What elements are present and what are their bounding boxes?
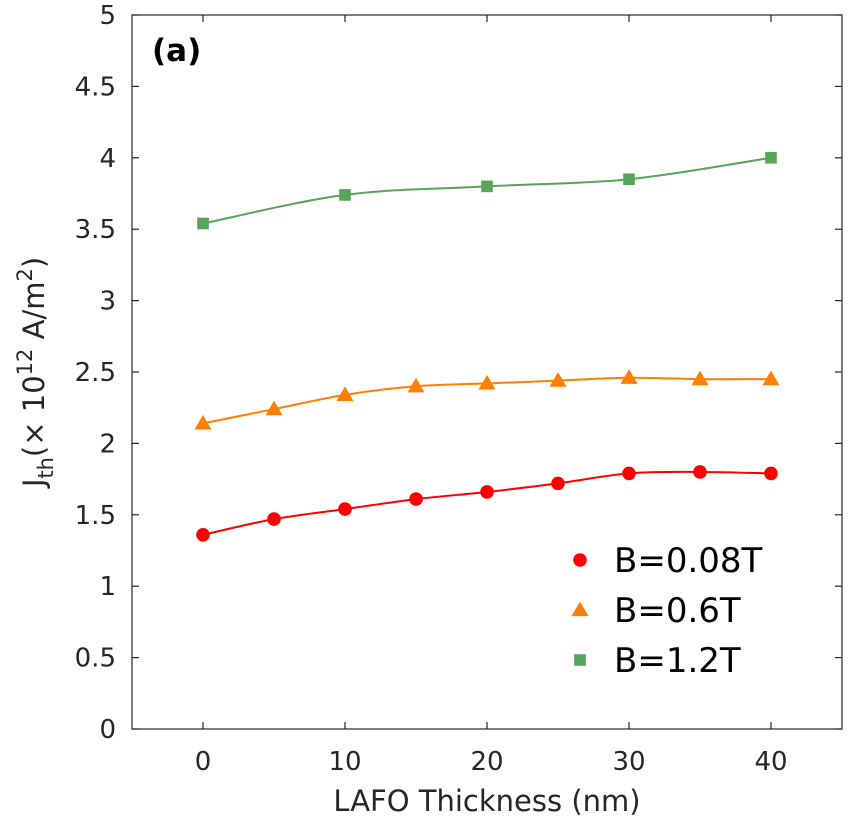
y-axis-title-exp: 12 <box>13 349 37 376</box>
data-point <box>765 152 777 164</box>
legend-label: B=0.08T <box>614 541 763 581</box>
y-tick-label: 1 <box>99 572 116 602</box>
data-point <box>197 217 209 230</box>
data-point <box>409 492 423 506</box>
data-point <box>478 374 496 390</box>
legend-item: B=0.6T <box>571 591 741 631</box>
legend-label: B=1.2T <box>614 641 741 681</box>
y-tick-label: 5 <box>99 1 116 31</box>
series-0 <box>196 465 778 542</box>
ticks-layer: 0 10 20 30 40 0 0.5 1 1.5 2 2.5 3 3.5 4 4.5 5 <box>75 1 842 777</box>
data-point <box>336 386 354 401</box>
data-point <box>338 502 352 516</box>
y-tick-label: 4 <box>99 144 116 174</box>
data-point <box>693 465 707 479</box>
y-tick-label: 2.5 <box>75 358 116 388</box>
x-tick-label: 0 <box>195 747 212 777</box>
data-point <box>407 377 425 393</box>
data-point <box>551 476 565 491</box>
y-tick-label: 3.5 <box>75 215 116 245</box>
y-axis-title-main: J <box>17 479 51 490</box>
data-point <box>622 466 636 481</box>
data-point <box>196 527 210 542</box>
x-tick-label: 30 <box>612 747 645 777</box>
data-point <box>267 512 281 526</box>
panel-label: (a) <box>152 33 201 69</box>
y-axis-title-suffix: ) <box>17 257 51 268</box>
y-tick-label: 3 <box>99 287 116 317</box>
data-point <box>623 173 635 186</box>
legend-marker <box>571 601 589 617</box>
series-1 <box>194 369 780 430</box>
data-point <box>480 485 494 499</box>
legend: B=0.08T B=0.6T B=1.2T <box>571 541 763 681</box>
data-point <box>549 372 567 387</box>
data-point <box>265 400 283 416</box>
y-axis-title: Jth(× 1012 A/m2) <box>13 257 58 489</box>
y-axis-title-sub: th <box>34 457 58 479</box>
data-point <box>620 369 638 384</box>
data-point <box>691 370 709 386</box>
plot-area <box>132 15 842 729</box>
y-tick-label: 1.5 <box>75 501 116 531</box>
y-axis-title-unit: A/m <box>17 282 51 349</box>
series-layer <box>194 152 780 542</box>
data-point <box>194 414 212 430</box>
x-tick-label: 40 <box>754 747 787 777</box>
x-tick-label: 10 <box>328 747 361 777</box>
legend-item: B=1.2T <box>574 641 741 681</box>
x-axis-title: LAFO Thickness (nm) <box>333 784 640 818</box>
data-point <box>481 180 493 193</box>
y-axis-title-unit-exp: 2 <box>13 268 37 281</box>
legend-label: B=0.6T <box>614 591 741 631</box>
legend-marker <box>573 553 587 567</box>
data-point <box>339 189 351 201</box>
legend-marker <box>574 654 586 666</box>
legend-item: B=0.08T <box>573 541 763 581</box>
data-point <box>762 370 780 386</box>
x-tick-label: 20 <box>470 747 503 777</box>
y-tick-label: 0.5 <box>75 644 116 674</box>
series-2 <box>197 152 777 230</box>
y-tick-label: 0 <box>99 715 116 745</box>
y-tick-label: 4.5 <box>75 72 116 102</box>
y-axis-title-prefix: (× 10 <box>17 375 51 457</box>
y-tick-label: 2 <box>99 429 116 459</box>
data-point <box>764 466 778 481</box>
